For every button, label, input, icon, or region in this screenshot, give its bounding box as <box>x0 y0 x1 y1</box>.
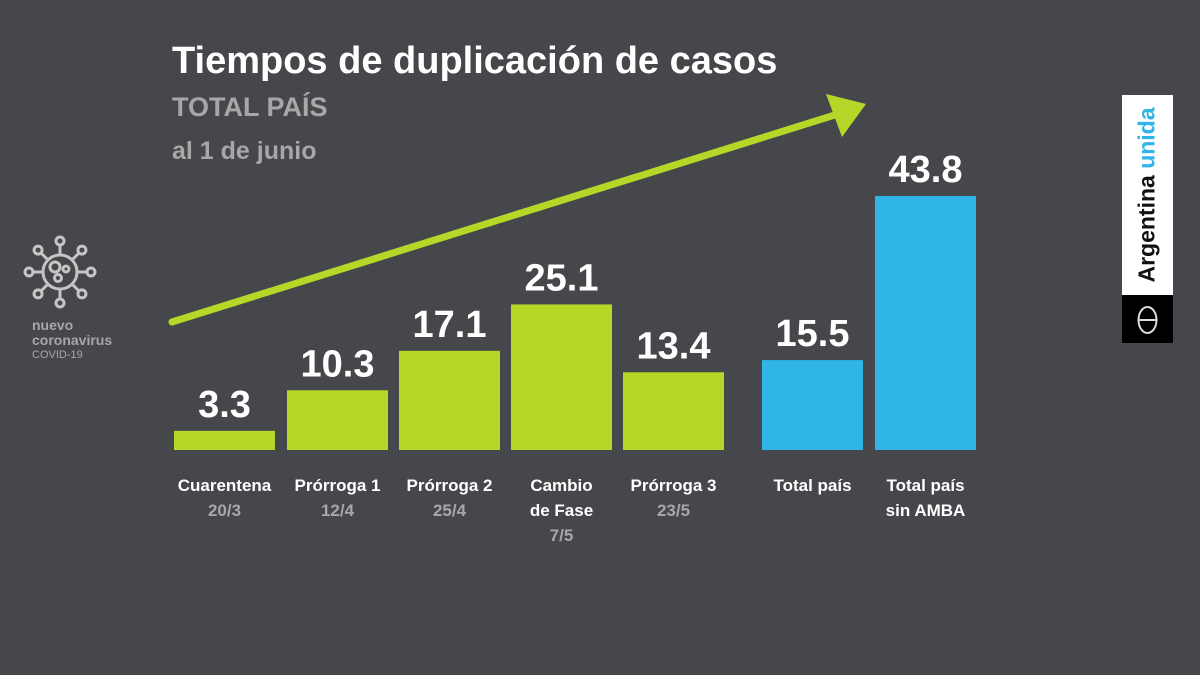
chart-title: Tiempos de duplicación de casos <box>172 40 778 82</box>
bar <box>287 390 388 450</box>
trend-arrow-head <box>826 94 866 137</box>
value-label: 15.5 <box>776 313 850 355</box>
category-label: Cambio <box>530 476 592 495</box>
bar <box>174 430 275 450</box>
category-label: Prórroga 3 <box>631 476 717 495</box>
category-date: 7/5 <box>550 526 574 545</box>
chart-date: al 1 de junio <box>172 137 317 165</box>
category-label: de Fase <box>530 501 593 520</box>
value-label: 25.1 <box>525 257 599 299</box>
argentina-unida-logo: Argentina unida <box>1122 95 1173 343</box>
trend-arrow-line <box>168 110 842 326</box>
category-date: 25/4 <box>433 501 467 520</box>
bar <box>511 304 612 450</box>
virus-icon <box>23 235 97 309</box>
value-label: 3.3 <box>198 384 251 426</box>
value-label: 17.1 <box>413 304 487 346</box>
logo-line1: nuevo <box>32 317 74 333</box>
category-label: Prórroga 2 <box>407 476 493 495</box>
category-label: Total país <box>773 476 851 495</box>
logo-line3: COVID-19 <box>32 349 83 361</box>
category-label: Cuarentena <box>178 476 272 495</box>
category-label: sin AMBA <box>886 501 966 520</box>
logo-line2: coronavirus <box>32 332 113 348</box>
category-date: 12/4 <box>321 501 355 520</box>
value-label: 43.8 <box>889 149 963 191</box>
bar <box>762 360 863 450</box>
logo-text: nuevo coronavirus COVID-19 <box>32 318 112 363</box>
coat-of-arms-icon <box>1122 295 1173 343</box>
value-label: 13.4 <box>637 325 711 367</box>
value-label: 10.3 <box>301 343 375 385</box>
bar <box>399 350 500 450</box>
bar <box>623 372 724 450</box>
brand-panel: Argentina unida <box>1122 95 1173 295</box>
category-label: Prórroga 1 <box>295 476 381 495</box>
bar <box>875 195 976 450</box>
chart-subtitle: TOTAL PAÍS <box>172 92 328 122</box>
category-label: Total país <box>886 476 964 495</box>
category-date: 20/3 <box>208 501 241 520</box>
category-date: 23/5 <box>657 501 690 520</box>
